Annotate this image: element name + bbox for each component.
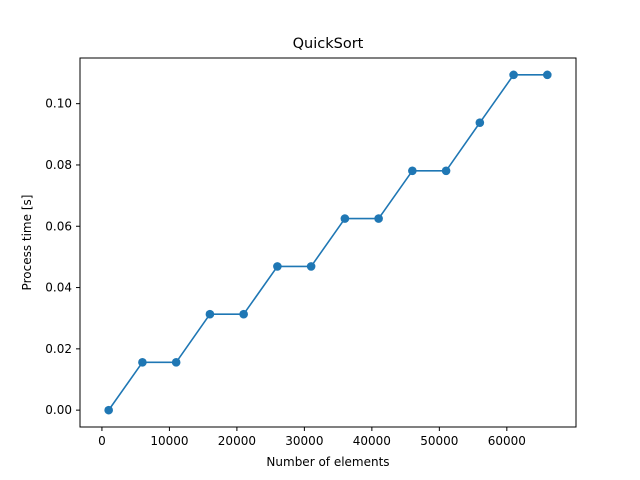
y-tick-label: 0.02 xyxy=(45,342,72,356)
data-point xyxy=(408,166,417,176)
y-tick-label: 0.08 xyxy=(45,158,72,172)
ticks-layer: 0 10000 20000 30000 40000 50000 60000 0.00 0.02 0… xyxy=(45,97,526,448)
x-tick-label: 50000 xyxy=(420,434,458,448)
data-point xyxy=(205,309,215,319)
data-point xyxy=(239,309,248,319)
data-point xyxy=(543,70,552,80)
data-point xyxy=(138,358,147,367)
series-line xyxy=(108,74,548,411)
data-point xyxy=(340,214,350,223)
y-tick-label: 0.06 xyxy=(45,219,72,233)
x-tick-label: 40000 xyxy=(353,434,391,448)
y-axis-label: Process time [s] xyxy=(20,195,34,291)
plot-area-frame xyxy=(79,57,577,428)
y-tick-label: 0.00 xyxy=(45,403,72,417)
data-point xyxy=(104,405,113,415)
x-axis-label: Number of elements xyxy=(266,455,389,469)
x-tick-label: 20000 xyxy=(218,434,256,448)
y-tick-label: 0.04 xyxy=(45,281,72,295)
y-tick-label: 0.10 xyxy=(45,97,72,111)
data-point xyxy=(273,262,282,271)
data-point xyxy=(509,70,518,80)
data-point xyxy=(441,166,451,176)
data-point xyxy=(171,358,181,367)
chart-title: QuickSort xyxy=(293,36,364,52)
x-tick-label: 10000 xyxy=(150,434,188,448)
data-point xyxy=(374,214,383,223)
x-tick-label: 60000 xyxy=(488,434,526,448)
x-tick-label: 0 xyxy=(98,434,106,448)
series-layer xyxy=(104,70,552,415)
data-point xyxy=(475,118,485,127)
x-tick-label: 30000 xyxy=(285,434,323,448)
data-point xyxy=(306,262,316,271)
